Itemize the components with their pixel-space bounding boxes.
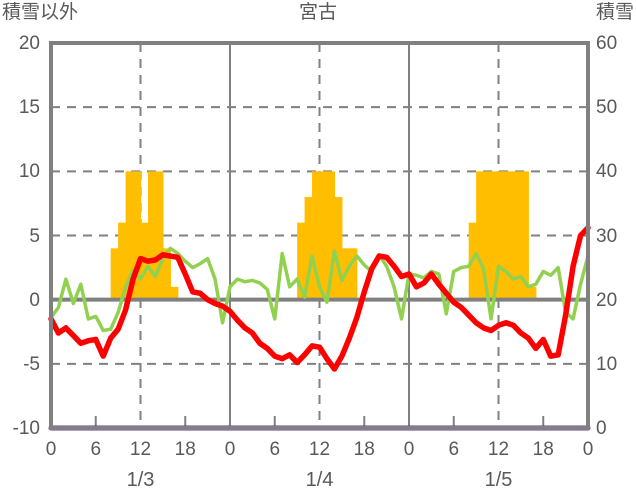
bar-series-snow bbox=[110, 171, 537, 300]
y-axis-tick-left: -5 bbox=[23, 353, 40, 375]
x-axis-tick: 6 bbox=[90, 439, 102, 460]
bar bbox=[349, 248, 358, 300]
y-axis-tick-right: 40 bbox=[596, 161, 618, 183]
x-axis-tick: 12 bbox=[487, 439, 510, 460]
y-axis-tick-left: -10 bbox=[12, 418, 40, 439]
bar bbox=[312, 171, 321, 300]
right-axis-title: 積雪 bbox=[595, 2, 634, 23]
x-axis-day-label: 1/4 bbox=[305, 469, 334, 491]
left-axis-title: 積雪以外 bbox=[2, 2, 79, 23]
bar bbox=[155, 171, 164, 300]
y-axis-tick-left: 10 bbox=[18, 161, 40, 183]
y-axis-tick-left: 15 bbox=[18, 97, 40, 119]
bar bbox=[147, 171, 157, 300]
x-axis-tick: 0 bbox=[582, 439, 594, 460]
bar bbox=[520, 171, 529, 300]
y-axis-tick-right: 50 bbox=[596, 97, 618, 119]
bar bbox=[483, 171, 492, 300]
y-axis-tick-right: 10 bbox=[596, 353, 618, 375]
y-axis-tick-right: 60 bbox=[596, 33, 618, 54]
x-axis-tick: 6 bbox=[269, 439, 281, 460]
bar bbox=[170, 286, 179, 300]
x-axis-tick: 18 bbox=[174, 439, 196, 460]
bar bbox=[297, 222, 306, 300]
bar bbox=[476, 171, 485, 300]
x-axis-tick: 0 bbox=[403, 439, 415, 460]
y-axis-tick-right: 0 bbox=[596, 418, 607, 439]
bar bbox=[304, 197, 313, 300]
plot-frame bbox=[49, 41, 590, 430]
line-series-red bbox=[48, 225, 591, 372]
x-axis-tick: 12 bbox=[129, 439, 152, 460]
bar bbox=[528, 286, 537, 300]
y-axis-tick-left: 20 bbox=[18, 33, 40, 54]
y-axis-tick-right: 20 bbox=[596, 289, 618, 311]
bar bbox=[505, 171, 515, 300]
bar bbox=[513, 171, 522, 300]
x-axis-tick: 12 bbox=[308, 439, 331, 460]
chart-title: 宮古 bbox=[298, 2, 337, 23]
y-axis-tick-left: 5 bbox=[29, 225, 40, 247]
bar bbox=[162, 248, 171, 300]
bar bbox=[110, 248, 119, 300]
x-axis-tick: 18 bbox=[532, 439, 554, 460]
y-axis-tick-right: 30 bbox=[596, 225, 618, 247]
x-axis-tick: 0 bbox=[224, 439, 236, 460]
bar bbox=[326, 171, 336, 300]
y-axis-tick-left: 0 bbox=[29, 289, 40, 311]
bar bbox=[118, 222, 127, 300]
bar bbox=[491, 171, 500, 300]
bar bbox=[133, 171, 142, 300]
bar bbox=[498, 171, 507, 300]
x-axis-day-label: 1/3 bbox=[126, 469, 155, 491]
bar bbox=[125, 171, 134, 300]
bar bbox=[319, 171, 328, 300]
x-axis-tick: 6 bbox=[448, 439, 460, 460]
x-axis-tick: 18 bbox=[353, 439, 375, 460]
line-series-green bbox=[49, 246, 590, 333]
x-axis-day-label: 1/5 bbox=[484, 469, 513, 491]
bar bbox=[334, 197, 343, 300]
x-axis-tick: 0 bbox=[45, 439, 57, 460]
